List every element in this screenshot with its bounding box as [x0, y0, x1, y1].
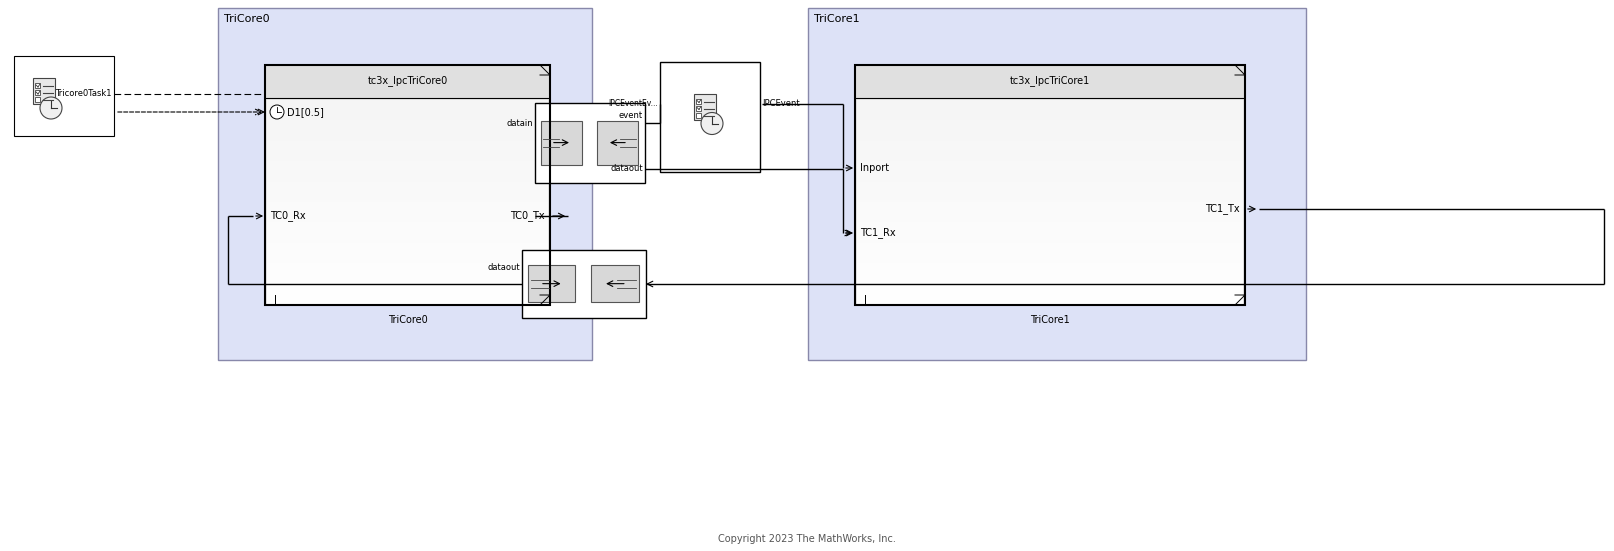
Bar [857, 202, 1243, 212]
Text: TriCore0: TriCore0 [387, 315, 428, 325]
Bar [857, 233, 1243, 243]
Bar [528, 265, 575, 302]
Bar [696, 99, 700, 104]
Bar [266, 100, 549, 110]
Bar [218, 8, 592, 360]
Bar [36, 97, 40, 102]
Bar [541, 121, 583, 165]
Bar [266, 294, 549, 304]
Text: datain: datain [507, 118, 533, 127]
Text: TriCore1: TriCore1 [1030, 315, 1070, 325]
Bar [266, 253, 549, 263]
Bar [857, 223, 1243, 233]
Text: IPCEvent: IPCEvent [762, 99, 799, 109]
Bar [266, 233, 549, 243]
Bar [809, 8, 1306, 360]
Bar [265, 65, 550, 305]
Text: tc3x_IpcTriCore0: tc3x_IpcTriCore0 [368, 75, 447, 87]
Text: Inport: Inport [860, 163, 889, 173]
Bar [855, 65, 1244, 98]
Text: event: event [618, 111, 642, 120]
Bar [857, 284, 1243, 294]
Bar [857, 273, 1243, 284]
Bar [266, 100, 549, 304]
Text: TC1_Rx: TC1_Rx [860, 228, 896, 239]
Bar [857, 253, 1243, 263]
Bar [265, 65, 550, 305]
Bar [36, 90, 40, 95]
Bar [857, 192, 1243, 202]
Text: tc3x_IpcTriCore1: tc3x_IpcTriCore1 [1010, 75, 1089, 87]
Text: Tricore0Task1: Tricore0Task1 [55, 89, 111, 98]
Bar [534, 103, 646, 183]
Bar [266, 171, 549, 182]
Bar [591, 265, 639, 302]
Text: TriCore0: TriCore0 [224, 14, 270, 24]
Bar [266, 263, 549, 273]
Bar [266, 212, 549, 223]
Bar [855, 65, 1244, 305]
Bar [694, 94, 717, 120]
Bar [857, 263, 1243, 273]
Bar [696, 112, 700, 117]
Bar [32, 78, 55, 104]
Circle shape [270, 105, 284, 119]
Text: dataout: dataout [487, 262, 520, 272]
Bar [266, 121, 549, 131]
Text: D1[0.5]: D1[0.5] [287, 107, 324, 117]
Text: dataout: dataout [610, 164, 642, 173]
Bar [857, 141, 1243, 151]
Bar [857, 131, 1243, 141]
Bar [266, 243, 549, 253]
Bar [266, 284, 549, 294]
Bar [597, 121, 639, 165]
Bar [857, 100, 1243, 110]
Bar [857, 212, 1243, 223]
Bar [855, 65, 1244, 305]
Bar [266, 273, 549, 284]
Bar [266, 192, 549, 202]
Bar [696, 105, 700, 111]
Bar [266, 182, 549, 192]
Bar [857, 243, 1243, 253]
Bar [857, 110, 1243, 121]
Bar [266, 110, 549, 121]
Text: Copyright 2023 The MathWorks, Inc.: Copyright 2023 The MathWorks, Inc. [718, 534, 896, 544]
Bar [15, 56, 115, 136]
Text: TC0_Rx: TC0_Rx [270, 210, 305, 222]
Text: TC0_Tx: TC0_Tx [510, 210, 546, 222]
Bar [266, 161, 549, 171]
Bar [857, 182, 1243, 192]
Circle shape [700, 112, 723, 134]
Bar [36, 83, 40, 88]
Bar [857, 121, 1243, 131]
Bar [857, 151, 1243, 161]
Circle shape [40, 97, 61, 119]
Bar [266, 151, 549, 161]
Bar [521, 250, 646, 318]
Bar [660, 62, 760, 172]
Bar [266, 223, 549, 233]
Text: IPCEventEv...: IPCEventEv... [608, 99, 659, 109]
Text: TriCore1: TriCore1 [813, 14, 860, 24]
Bar [857, 100, 1243, 304]
Bar [857, 294, 1243, 304]
Bar [266, 202, 549, 212]
Bar [857, 171, 1243, 182]
Bar [266, 141, 549, 151]
Bar [266, 131, 549, 141]
Bar [857, 161, 1243, 171]
Text: TC1_Tx: TC1_Tx [1206, 203, 1240, 214]
Bar [265, 65, 550, 98]
